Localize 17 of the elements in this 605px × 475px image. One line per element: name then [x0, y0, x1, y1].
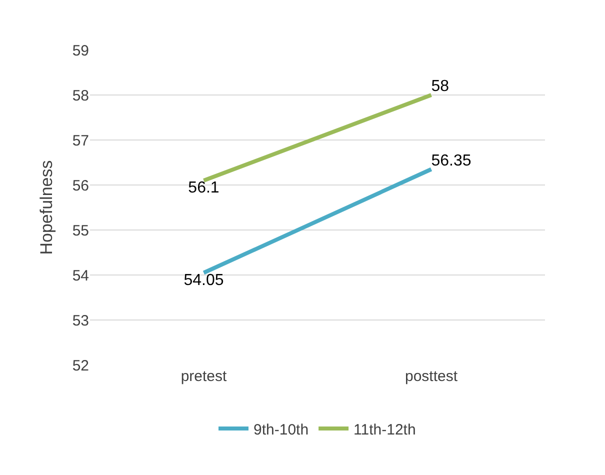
x-tick-label: posttest — [404, 368, 458, 385]
y-tick-label: 56 — [72, 177, 89, 194]
data-label: 56.1 — [188, 180, 220, 196]
legend-label: 11th-12th — [354, 421, 416, 438]
legend-label: 9th-10th — [254, 421, 309, 438]
data-label: 54.05 — [184, 272, 224, 289]
x-tick-label: pretest — [180, 368, 228, 385]
y-tick-label: 53 — [72, 312, 89, 330]
y-tick-label: 52 — [72, 357, 89, 374]
y-tick-label: 54 — [72, 267, 89, 284]
y-axis-title: Hopefulness — [36, 160, 56, 255]
data-label: 56.35 — [431, 152, 472, 170]
y-tick-label: 58 — [72, 87, 89, 104]
y-tick-label: 59 — [72, 42, 89, 60]
y-tick-label: 57 — [72, 132, 89, 150]
y-tick-label: 55 — [72, 222, 89, 240]
data-label: 58 — [431, 78, 450, 95]
